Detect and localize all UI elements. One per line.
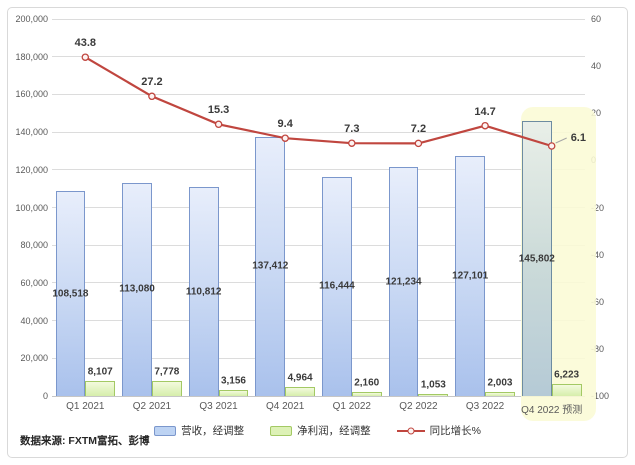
- legend: 营收，经调整 净利润，经调整 同比增长%: [0, 423, 635, 438]
- x-axis-label: Q3 2022: [465, 401, 505, 412]
- gridline: [52, 357, 585, 359]
- profit-bar-label: 2,160: [354, 377, 380, 389]
- y-axis-label-left: 0: [42, 391, 48, 401]
- revenue-bar: [455, 156, 486, 396]
- profit-bar: [351, 391, 382, 396]
- y-axis-label-left: 40,000: [20, 315, 48, 326]
- legend-item: 同比增长%: [396, 423, 481, 438]
- gridline: [52, 207, 585, 208]
- growth-legend-swatch: [396, 426, 425, 436]
- x-axis-label: Q2 2022: [399, 401, 438, 412]
- x-axis-label: Q3 2021: [199, 401, 238, 412]
- revenue-bar-label: 137,412: [252, 260, 289, 272]
- gridline: [52, 320, 585, 322]
- profit-legend-swatch: [270, 425, 293, 436]
- gridline: [52, 93, 585, 95]
- x-axis-label: Q4 2022 预测: [521, 405, 583, 416]
- y-axis-label-right: -60: [591, 296, 605, 307]
- y-axis-label-right: -100: [591, 391, 610, 401]
- legend-label: 同比增长%: [429, 425, 481, 437]
- y-axis-label-right: -20: [591, 202, 605, 213]
- source-note: 数据来源: FXTM富拓、彭博: [20, 435, 150, 447]
- profit-bar-label: 6,223: [554, 369, 580, 381]
- revenue-bar-label: 108,518: [52, 288, 89, 300]
- gridline: [52, 395, 585, 397]
- y-axis-label-left: 180,000: [15, 51, 48, 62]
- profit-bar: [418, 394, 449, 396]
- profit-bar: [151, 381, 182, 396]
- revenue-legend-swatch: [154, 425, 177, 436]
- revenue-bar: [388, 167, 419, 396]
- revenue-bar: [322, 176, 352, 396]
- revenue-bar: [255, 136, 286, 396]
- gridline: [52, 18, 585, 20]
- growth-label: 15.3: [207, 104, 230, 117]
- profit-bar: [485, 392, 515, 396]
- profit-bar: [85, 380, 116, 396]
- revenue-bar: [55, 191, 86, 396]
- growth-label: 43.8: [74, 37, 97, 50]
- x-axis-label: Q1 2022: [332, 401, 371, 412]
- profit-bar-label: 8,107: [87, 366, 113, 378]
- y-axis-label-right: -40: [591, 249, 605, 260]
- legend-label: 净利润，经调整: [297, 425, 371, 437]
- y-axis-label-left: 160,000: [15, 89, 48, 100]
- y-axis-label-left: 60,000: [20, 277, 48, 288]
- growth-legend-marker: [407, 427, 415, 434]
- profit-bar-label: 1,053: [420, 379, 446, 391]
- revenue-bar-label: 145,802: [518, 253, 555, 265]
- x-axis-label: Q2 2021: [132, 401, 172, 412]
- revenue-bar-label: 116,444: [319, 280, 355, 292]
- y-axis-label-left: 140,000: [15, 127, 48, 138]
- profit-bar: [551, 384, 582, 396]
- y-axis-label-left: 80,000: [20, 240, 48, 251]
- gridline: [52, 169, 585, 171]
- y-axis-label-right: -80: [591, 343, 605, 354]
- profit-bar-label: 3,156: [220, 375, 246, 387]
- y-axis-label-left: 100,000: [15, 202, 48, 213]
- legend-label: 营收，经调整: [181, 425, 245, 437]
- profit-bar: [285, 386, 315, 396]
- growth-label: 27.2: [141, 76, 163, 89]
- profit-bar-label: 7,778: [154, 366, 180, 378]
- x-axis-label: Q4 2021: [266, 401, 305, 412]
- growth-label: 7.3: [344, 123, 360, 136]
- gridline: [52, 244, 585, 246]
- growth-label: 7.2: [410, 123, 427, 136]
- growth-label: 9.4: [277, 118, 293, 131]
- revenue-bar-label: 113,080: [119, 283, 155, 295]
- revenue-bar: [122, 182, 152, 396]
- y-axis-label-right: 0: [591, 155, 625, 165]
- y-axis-label-left: 20,000: [20, 353, 48, 364]
- growth-label: 6.1: [570, 132, 586, 144]
- revenue-bar-label: 121,234: [385, 276, 422, 288]
- gridline: [52, 131, 585, 133]
- profit-bar-label: 2,003: [487, 377, 513, 389]
- revenue-bar: [521, 121, 552, 396]
- y-axis-label-right: 60: [591, 14, 602, 24]
- y-axis-label-left: 200,000: [15, 14, 48, 24]
- revenue-bar: [188, 187, 219, 396]
- y-axis-label-left: 120,000: [15, 164, 48, 175]
- y-axis-label-right: 20: [591, 108, 602, 119]
- profit-bar-label: 4,964: [287, 372, 313, 384]
- legend-item: 营收，经调整: [154, 423, 244, 438]
- gridline: [52, 56, 585, 58]
- revenue-bar-label: 127,101: [452, 270, 489, 282]
- gridline: [52, 282, 585, 284]
- profit-bar: [218, 390, 249, 396]
- growth-label: 14.7: [474, 105, 496, 118]
- legend-item: 净利润，经调整: [270, 423, 371, 438]
- x-axis-label: Q1 2021: [66, 401, 105, 412]
- revenue-bar-label: 110,812: [185, 286, 222, 298]
- y-axis-label-right: 40: [591, 61, 602, 72]
